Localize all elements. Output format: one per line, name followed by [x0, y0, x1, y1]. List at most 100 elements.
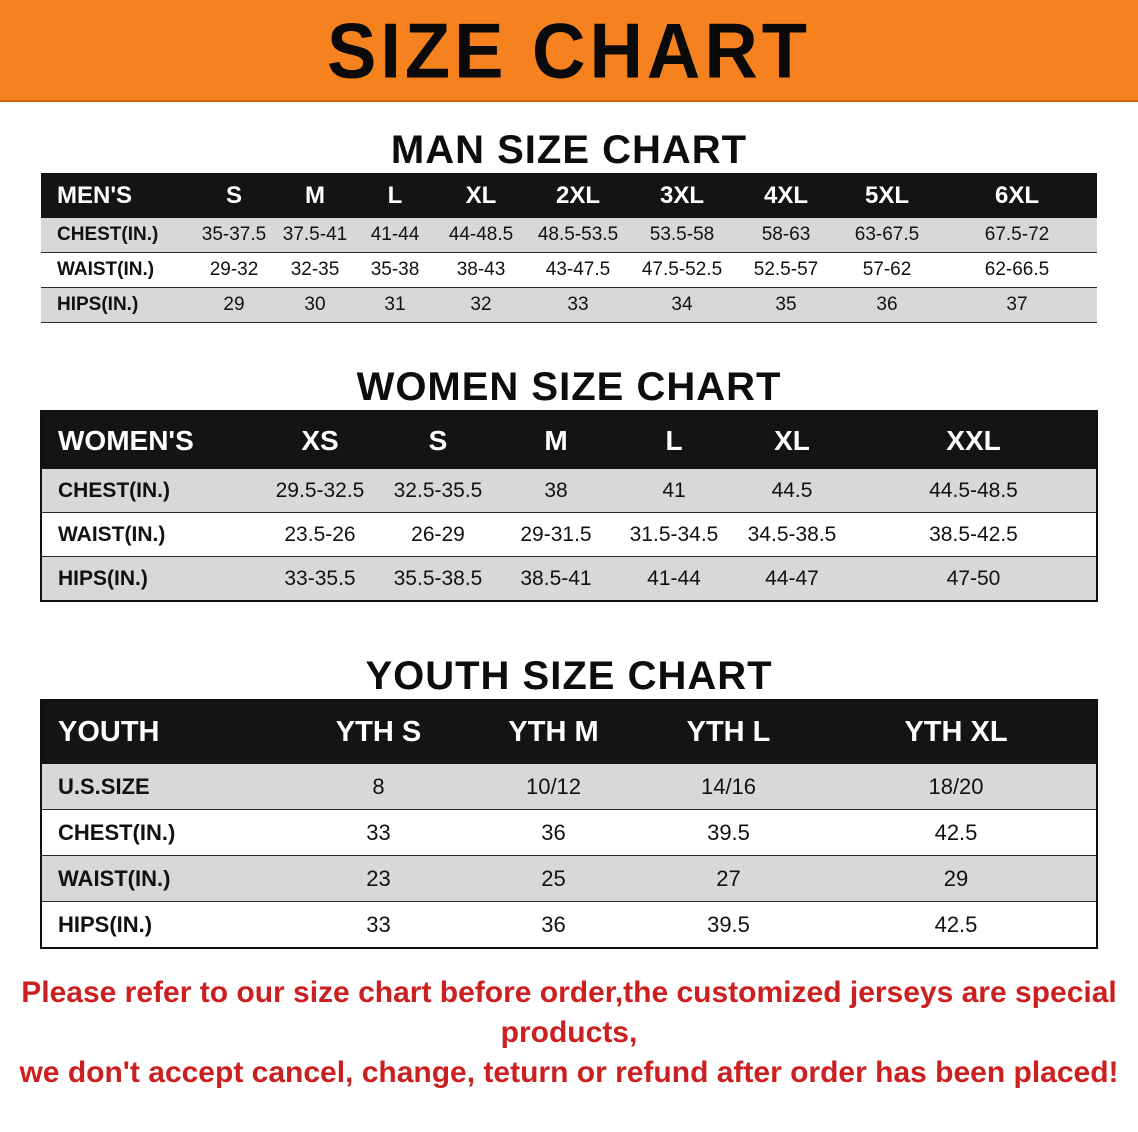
row-label: HIPS(IN.): [41, 901, 291, 949]
youth-col-header: YTH XL: [904, 716, 1008, 748]
cell: 43-47.5: [527, 252, 629, 288]
youth-size-table: YOUTH YTH S YTH M YTH L YTH XL U.S.SIZE …: [40, 699, 1098, 949]
women-col-header: M: [544, 424, 568, 456]
cell: 39.5: [641, 809, 816, 856]
cell: 53.5-58: [629, 218, 735, 253]
women-hips-row: HIPS(IN.) 33-35.5 35.5-38.5 38.5-41 41-4…: [41, 556, 1097, 602]
cell: 36: [837, 287, 937, 323]
cell: 38.5-41: [497, 556, 615, 602]
youth-hips-row: HIPS(IN.) 33 36 39.5 42.5: [41, 901, 1097, 949]
cell: 44-47: [733, 556, 851, 602]
men-col-header: S: [225, 181, 242, 209]
youth-section-heading: YOUTH SIZE CHART: [365, 654, 773, 698]
disclaimer-text: Please refer to our size chart before or…: [0, 973, 1138, 1093]
men-table-corner-label: MEN'S: [57, 181, 133, 209]
cell: 58-63: [735, 218, 837, 253]
cell: 31: [355, 287, 435, 323]
women-col-header: S: [428, 424, 448, 456]
cell: 67.5-72: [937, 218, 1097, 253]
row-label: HIPS(IN.): [41, 556, 261, 602]
cell: 35.5-38.5: [379, 556, 497, 602]
cell: 41-44: [615, 556, 733, 602]
cell: 14/16: [641, 764, 816, 810]
cell: 33: [291, 901, 466, 949]
youth-col-header: YTH L: [686, 716, 771, 748]
cell: 52.5-57: [735, 252, 837, 288]
youth-ussize-row: U.S.SIZE 8 10/12 14/16 18/20: [41, 764, 1097, 810]
women-section-heading: WOMEN SIZE CHART: [356, 365, 782, 409]
men-table-header-row: MEN'S S M L XL 2XL 3XL 4XL 5XL 6XL: [41, 173, 1097, 218]
men-col-header: 3XL: [659, 181, 704, 209]
cell: 25: [466, 855, 641, 902]
youth-waist-row: WAIST(IN.) 23 25 27 29: [41, 855, 1097, 902]
cell: 29.5-32.5: [261, 469, 379, 513]
cell: 34: [629, 287, 735, 323]
cell: 33: [527, 287, 629, 323]
row-label: HIPS(IN.): [41, 287, 193, 323]
youth-col-header: YTH M: [508, 716, 599, 748]
cell: 42.5: [816, 901, 1097, 949]
cell: 38.5-42.5: [851, 512, 1097, 557]
youth-table-corner-label: YOUTH: [58, 716, 160, 748]
men-hips-row: HIPS(IN.) 29 30 31 32 33 34 35 36 37: [41, 287, 1097, 323]
cell: 38: [497, 469, 615, 513]
cell: 32.5-35.5: [379, 469, 497, 513]
men-col-header: M: [305, 181, 325, 209]
women-col-header: XL: [774, 424, 810, 456]
women-table-corner-label: WOMEN'S: [58, 424, 194, 456]
cell: 31.5-34.5: [615, 512, 733, 557]
women-col-header: XS: [301, 424, 339, 456]
cell: 10/12: [466, 764, 641, 810]
cell: 37: [937, 287, 1097, 323]
cell: 23.5-26: [261, 512, 379, 557]
disclaimer-line-2: we don't accept cancel, change, teturn o…: [19, 1056, 1119, 1089]
man-section-heading: MAN SIZE CHART: [390, 128, 748, 172]
cell: 36: [466, 901, 641, 949]
cell: 38-43: [435, 252, 527, 288]
men-col-header: 5XL: [864, 181, 909, 209]
men-chest-row: CHEST(IN.) 35-37.5 37.5-41 41-44 44-48.5…: [41, 218, 1097, 253]
men-col-header: 2XL: [555, 181, 600, 209]
cell: 29-32: [193, 252, 275, 288]
women-table-header-row: WOMEN'S XS S M L XL XXL: [41, 411, 1097, 469]
cell: 48.5-53.5: [527, 218, 629, 253]
women-size-table: WOMEN'S XS S M L XL XXL CHEST(IN.) 29.5-…: [40, 410, 1098, 602]
cell: 34.5-38.5: [733, 512, 851, 557]
cell: 26-29: [379, 512, 497, 557]
cell: 32: [435, 287, 527, 323]
cell: 44.5-48.5: [851, 469, 1097, 513]
row-label: CHEST(IN.): [41, 218, 193, 253]
women-waist-row: WAIST(IN.) 23.5-26 26-29 29-31.5 31.5-34…: [41, 512, 1097, 557]
men-col-header: XL: [465, 181, 497, 209]
cell: 35-37.5: [193, 218, 275, 253]
cell: 29: [816, 855, 1097, 902]
size-chart-banner: SIZE CHART: [0, 0, 1138, 102]
men-col-header: 4XL: [763, 181, 808, 209]
cell: 44-48.5: [435, 218, 527, 253]
women-col-header: XXL: [946, 424, 1001, 456]
banner-title: SIZE CHART: [327, 6, 811, 94]
men-col-header: L: [387, 181, 403, 209]
cell: 29-31.5: [497, 512, 615, 557]
cell: 35-38: [355, 252, 435, 288]
women-chest-row: CHEST(IN.) 29.5-32.5 32.5-35.5 38 41 44.…: [41, 469, 1097, 513]
cell: 63-67.5: [837, 218, 937, 253]
cell: 44.5: [733, 469, 851, 513]
men-col-header: 6XL: [994, 181, 1039, 209]
cell: 47.5-52.5: [629, 252, 735, 288]
youth-col-header: YTH S: [335, 716, 422, 748]
youth-chest-row: CHEST(IN.) 33 36 39.5 42.5: [41, 809, 1097, 856]
men-waist-row: WAIST(IN.) 29-32 32-35 35-38 38-43 43-47…: [41, 252, 1097, 288]
cell: 41-44: [355, 218, 435, 253]
row-label: WAIST(IN.): [41, 512, 261, 557]
cell: 42.5: [816, 809, 1097, 856]
women-col-header: L: [665, 424, 683, 456]
cell: 29: [193, 287, 275, 323]
youth-table-header-row: YOUTH YTH S YTH M YTH L YTH XL: [41, 700, 1097, 764]
cell: 35: [735, 287, 837, 323]
cell: 33: [291, 809, 466, 856]
cell: 18/20: [816, 764, 1097, 810]
cell: 30: [275, 287, 355, 323]
cell: 32-35: [275, 252, 355, 288]
cell: 8: [291, 764, 466, 810]
